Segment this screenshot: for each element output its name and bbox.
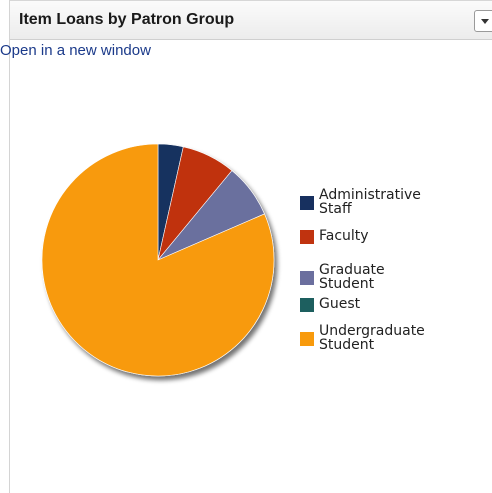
legend-swatch	[300, 332, 314, 346]
legend: AdministrativeStaffFacultyGraduateStuden…	[300, 187, 425, 353]
open-in-new-window-link[interactable]: Open in a new window	[0, 42, 151, 59]
legend-swatch	[300, 196, 314, 210]
panel-title: Item Loans by Patron Group	[19, 11, 235, 28]
legend-label: Undergraduate	[319, 323, 425, 339]
legend-label: Student	[319, 337, 375, 353]
legend-label: Staff	[319, 201, 352, 217]
legend-label: Student	[319, 276, 375, 292]
legend-swatch	[300, 230, 314, 244]
legend-swatch	[300, 298, 314, 312]
legend-swatch	[300, 271, 314, 285]
pie-slices	[41, 143, 275, 377]
chevron-down-icon	[481, 19, 489, 24]
panel-menu-button[interactable]	[474, 10, 492, 32]
legend-label: Graduate	[319, 262, 385, 278]
panel-header: Item Loans by Patron Group	[10, 0, 492, 40]
legend-item: Faculty	[300, 228, 369, 244]
legend-label: Administrative	[319, 187, 421, 203]
legend-item: Guest	[300, 296, 361, 312]
legend-label: Guest	[319, 296, 361, 312]
pie-slice-undergraduate-student[interactable]	[41, 143, 275, 377]
legend-label: Faculty	[319, 228, 369, 244]
